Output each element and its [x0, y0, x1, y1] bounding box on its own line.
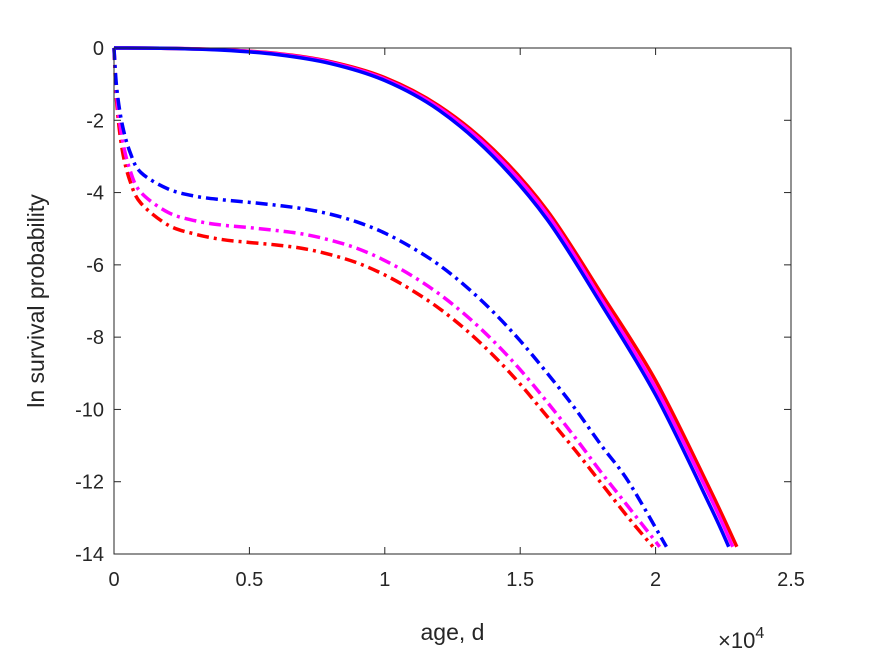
- x-multiplier-exponent: 4: [755, 625, 764, 642]
- series-line-3: [113, 46, 731, 548]
- y-tick-label: -12: [75, 472, 104, 494]
- x-tick-label: 2: [650, 569, 661, 591]
- y-tick-label: 0: [93, 38, 104, 60]
- y-axis-label: ln survival probability: [23, 194, 49, 408]
- tick-layer: 0 0.5 1 1.5 2 2.5 0 -2 -4 -6 -8 -10 -12 -14: [75, 38, 805, 591]
- y-tick-label: -6: [86, 255, 104, 277]
- y-tick-label: -14: [75, 544, 104, 566]
- x-multiplier: ×104: [718, 625, 764, 653]
- x-tick-label: 1: [379, 569, 390, 591]
- y-tick-label: -4: [86, 183, 104, 205]
- series-line-5: [112, 47, 662, 548]
- plot-area: [114, 48, 791, 554]
- axes-box: [113, 47, 792, 555]
- x-tick-label: 0: [108, 569, 119, 591]
- x-axis-label: age, d: [421, 619, 485, 645]
- series-line-4: [112, 47, 655, 548]
- x-tick-label: 2.5: [777, 569, 805, 591]
- x-tick-label: 1.5: [506, 569, 534, 591]
- y-tick-label: -2: [86, 110, 104, 132]
- series-layer: [112, 46, 739, 548]
- series-line-6: [112, 47, 668, 548]
- y-tick-label: -10: [75, 399, 104, 421]
- y-tick-label: -8: [86, 327, 104, 349]
- x-tick-label: 0.5: [235, 569, 263, 591]
- x-multiplier-base: ×10: [718, 628, 755, 653]
